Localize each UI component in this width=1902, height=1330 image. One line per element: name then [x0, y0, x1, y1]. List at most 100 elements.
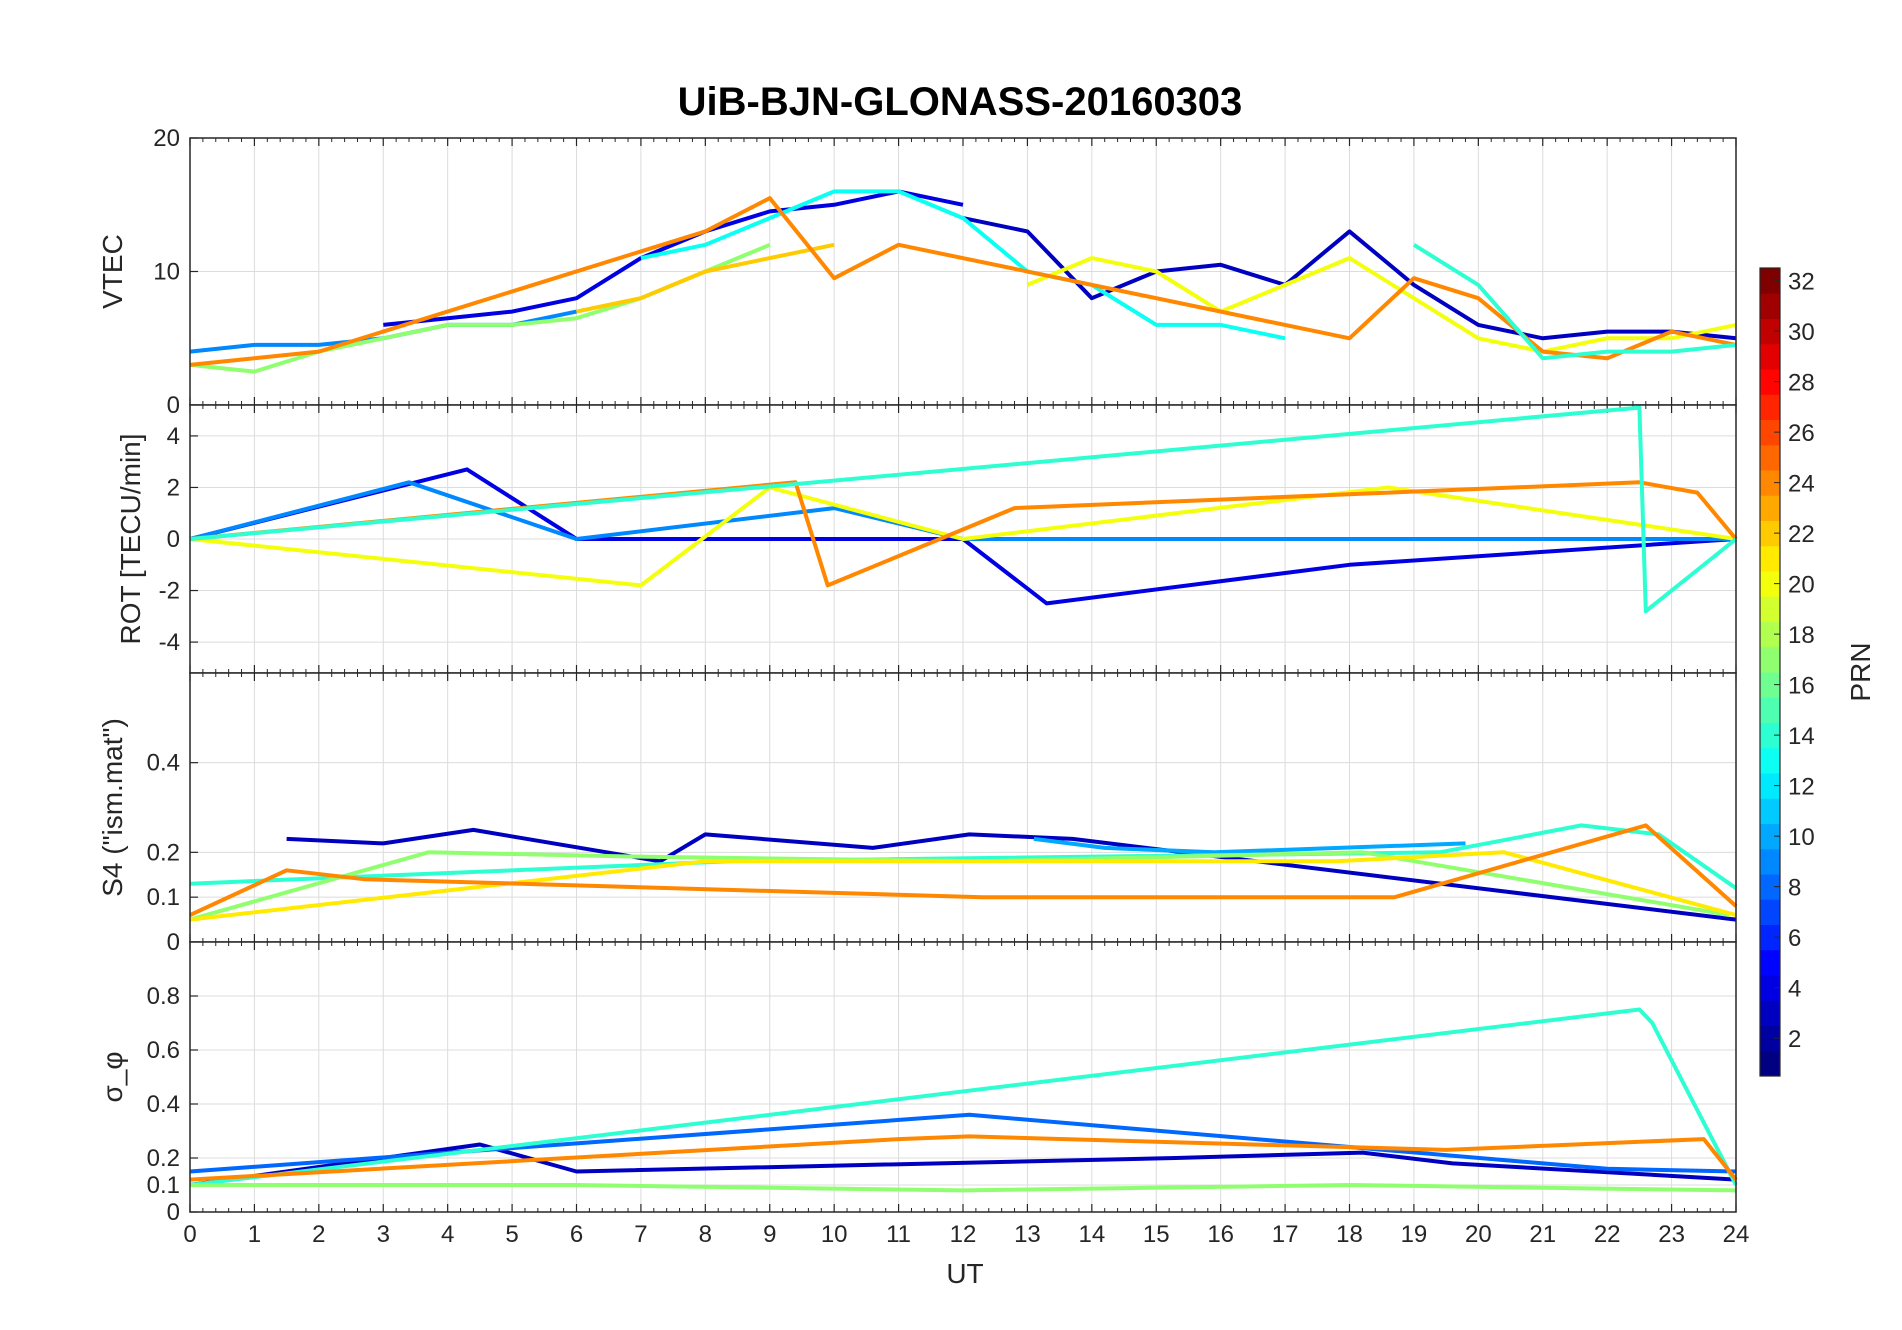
- colorbar-tick-label: 12: [1788, 774, 1815, 801]
- y-tick-label: 0.2: [147, 839, 180, 866]
- x-tick-label: 18: [1336, 1221, 1363, 1248]
- y-tick-label: -4: [159, 629, 180, 656]
- series-line-prn-10: [1033, 836, 1466, 855]
- y-tick-label: 0.4: [147, 1091, 180, 1118]
- colorbar-swatch: [1760, 697, 1780, 723]
- x-tick-label: 11: [886, 1221, 911, 1248]
- colorbar-swatch: [1760, 444, 1780, 471]
- y-tick-label: 0: [167, 1199, 180, 1226]
- panel-rot: -4 -2 0 2 4 ROT [TECU/min]: [115, 404, 1738, 674]
- colorbar-swatch: [1760, 571, 1780, 597]
- y-tick-label: 0: [167, 929, 180, 956]
- x-tick-label: 9: [763, 1221, 776, 1248]
- series-line-prn-13: [640, 189, 1286, 341]
- colorbar-swatch: [1760, 268, 1780, 294]
- x-tick-label: 24: [1723, 1221, 1750, 1248]
- x-tick-label: 5: [505, 1221, 518, 1248]
- colorbar-swatch: [1760, 975, 1780, 1001]
- y-tick-label: 0.8: [147, 983, 180, 1010]
- series-line-prn-14: [189, 1007, 1738, 1187]
- x-tick-label: 23: [1658, 1221, 1685, 1248]
- colorbar-swatch: [1760, 318, 1780, 345]
- series-line-prn-14: [189, 823, 1738, 890]
- colorbar-tick-label: 14: [1788, 723, 1815, 750]
- y-tick-label: -2: [159, 578, 180, 605]
- axes-frame: [189, 941, 1737, 1213]
- series-group: [189, 823, 1738, 922]
- y-tick-label: 0.4: [147, 750, 180, 777]
- y-tick-label: 0.1: [147, 1172, 180, 1199]
- colorbar-tick-label: 20: [1788, 572, 1815, 599]
- colorbar-tick-label: 30: [1788, 319, 1815, 346]
- series-line-prn-8: [189, 1112, 1737, 1174]
- colorbar-swatch: [1760, 495, 1780, 521]
- series-line-prn-21: [189, 850, 1737, 922]
- x-tick-label: 10: [821, 1221, 848, 1248]
- x-tick-label: 19: [1401, 1221, 1428, 1248]
- colorbar-tick-label: 6: [1788, 925, 1801, 952]
- chart-title: UiB-BJN-GLONASS-20160303: [678, 80, 1243, 124]
- y-axis-label: VTEC: [97, 234, 128, 309]
- series-line-prn-14: [1412, 243, 1737, 361]
- series-line-prn-3: [962, 216, 1737, 341]
- y-tick-label: 0: [167, 526, 180, 553]
- colorbar-swatch: [1760, 343, 1780, 370]
- colorbar-swatch: [1760, 621, 1780, 648]
- series-line-prn-22: [576, 242, 835, 314]
- colorbar-swatch: [1760, 747, 1780, 774]
- x-tick-label: 0: [183, 1221, 196, 1248]
- colorbar-tick-label: 8: [1788, 875, 1801, 902]
- series-line-prn-20: [189, 485, 1737, 588]
- y-tick-label: 0: [167, 392, 180, 419]
- x-tick-label: 15: [1143, 1221, 1170, 1248]
- y-tick-label: 0.2: [147, 1145, 180, 1172]
- x-tick-label: 7: [634, 1221, 647, 1248]
- series-line-prn-9: [189, 480, 1736, 541]
- colorbar-swatch: [1760, 520, 1780, 547]
- colorbar-swatch: [1760, 1025, 1780, 1052]
- colorbar-swatch: [1760, 722, 1780, 749]
- colorbar-swatch: [1760, 394, 1780, 420]
- series-group: [189, 1007, 1738, 1193]
- y-tick-label: 0.6: [147, 1037, 180, 1064]
- x-tick-labels: 0 1 2 3 4 5 6 7 8 9 10 11 12 13 14 15 16 17 18 19 20 21 22 23 24: [183, 1221, 1749, 1248]
- colorbar-tick-label: 18: [1788, 622, 1815, 649]
- colorbar-swatch: [1760, 798, 1780, 824]
- x-tick-label: 6: [570, 1221, 583, 1248]
- colorbar-swatch: [1760, 874, 1780, 900]
- x-tick-label: 22: [1594, 1221, 1621, 1248]
- y-tick-label: 20: [153, 125, 180, 152]
- colorbar-swatch: [1760, 672, 1780, 698]
- colorbar-swatch: [1760, 1050, 1780, 1077]
- y-axis-label: S4 ("ism.mat"): [97, 718, 128, 897]
- panel-vtec: 0 10 20 VTEC: [97, 125, 1737, 419]
- colorbar-tick-label: 22: [1788, 521, 1815, 548]
- x-tick-label: 17: [1272, 1221, 1299, 1248]
- colorbar-swatch: [1760, 949, 1780, 976]
- x-axis-label: UT: [946, 1258, 983, 1289]
- colorbar-swatch: [1760, 419, 1780, 446]
- series-line-prn-3: [286, 827, 1737, 922]
- series-line-prn-24: [189, 1134, 1738, 1182]
- colorbar-swatch: [1760, 773, 1780, 799]
- x-tick-label: 21: [1529, 1221, 1556, 1248]
- y-axis-label: σ_φ: [97, 1051, 128, 1102]
- colorbar-swatch: [1760, 924, 1780, 951]
- series-group: [189, 405, 1738, 614]
- colorbar-tick-label: 16: [1788, 673, 1815, 700]
- colorbar-tick-label: 26: [1788, 420, 1815, 447]
- series-line-prn-24: [189, 196, 1737, 367]
- y-tick-label: 4: [167, 423, 180, 450]
- colorbar-swatch: [1760, 1000, 1780, 1026]
- colorbar-swatch: [1760, 646, 1780, 673]
- colorbar-swatch: [1760, 369, 1780, 395]
- x-tick-label: 3: [377, 1221, 390, 1248]
- x-tick-label: 12: [950, 1221, 977, 1248]
- x-tick-label: 2: [312, 1221, 325, 1248]
- x-tick-label: 14: [1078, 1221, 1105, 1248]
- colorbar-tick-label: 28: [1788, 370, 1815, 397]
- colorbar-tick-label: 24: [1788, 471, 1815, 498]
- colorbar-tick-label: 4: [1788, 976, 1801, 1003]
